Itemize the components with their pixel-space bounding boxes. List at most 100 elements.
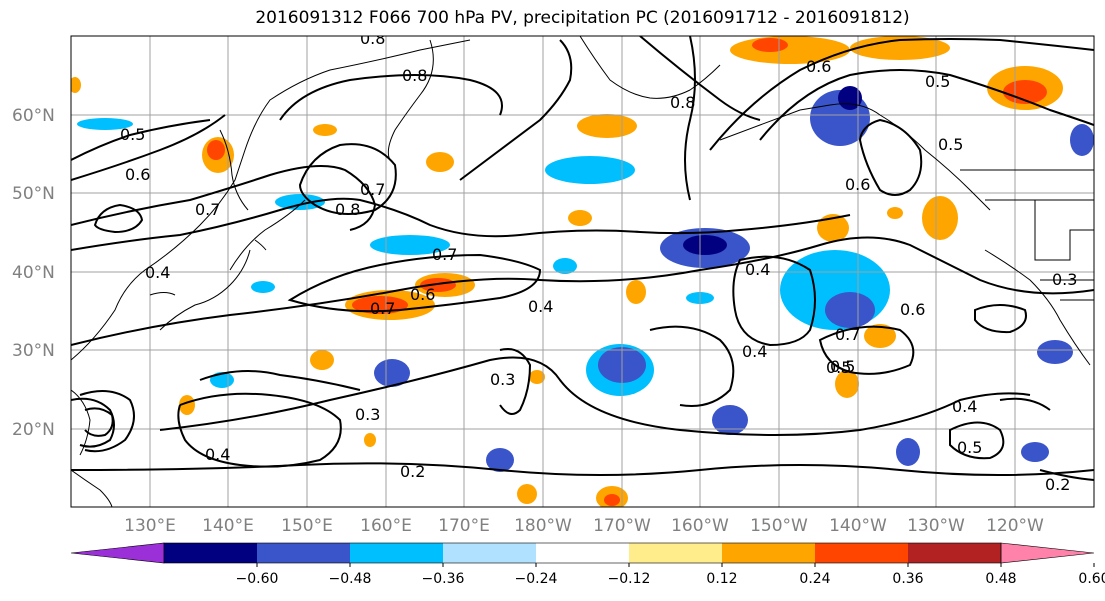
- precip-patch-positive: [517, 484, 537, 504]
- lon-label: 140°E: [202, 516, 254, 536]
- lon-label: 150°E: [281, 516, 333, 536]
- colorbar-tick-label: −0.60: [236, 571, 279, 587]
- lon-label: 120°W: [986, 516, 1044, 536]
- precip-patch-positive: [626, 280, 646, 304]
- contour-label: 0.3: [490, 370, 515, 389]
- lat-label: 20°N: [12, 420, 55, 440]
- colorbar-cell: [443, 543, 536, 563]
- contour-label: 0.7: [835, 325, 860, 344]
- precip-patch-negative: [825, 292, 875, 328]
- colorbar-cell: [164, 543, 257, 563]
- contour-label: 0.7: [360, 180, 385, 199]
- colorbar-cell: [722, 543, 815, 563]
- lat-label: 40°N: [12, 263, 55, 283]
- precip-patch-negative: [683, 235, 727, 255]
- precip-patch-positive: [864, 324, 896, 348]
- contour-label: 0.4: [528, 297, 553, 316]
- contour-label: 0.2: [400, 462, 425, 481]
- colorbar-cells: [70, 542, 1095, 564]
- precip-patch-positive: [420, 278, 456, 292]
- precip-patch-negative: [1037, 340, 1073, 364]
- lon-label: 130°E: [124, 516, 176, 536]
- lon-label: 180°W: [514, 516, 572, 536]
- lon-label: 140°W: [829, 516, 887, 536]
- precip-patch-negative: [1021, 442, 1049, 462]
- precip-patch-negative: [77, 118, 133, 130]
- precip-patch-positive: [604, 494, 620, 506]
- precip-patch-negative: [374, 359, 410, 387]
- contour-label: 0.6: [806, 57, 831, 76]
- lon-label: 160°W: [671, 516, 729, 536]
- lat-label: 60°N: [12, 106, 55, 126]
- precip-patch-negative: [251, 281, 275, 293]
- colorbar-cell: [815, 543, 908, 563]
- coastlines: [71, 36, 1094, 507]
- lon-label: 170°W: [593, 516, 651, 536]
- contour-label: 0.6: [900, 300, 925, 319]
- lat-label: 50°N: [12, 184, 55, 204]
- contour-label: 0.5: [830, 357, 855, 376]
- contour-label: 0.5: [120, 125, 145, 144]
- colorbar-tick-label: −0.24: [515, 571, 558, 587]
- precip-patch-positive: [179, 395, 195, 415]
- colorbar-tick-label: 0.36: [892, 571, 923, 587]
- precip-patch-positive: [850, 36, 950, 60]
- contour-label: 0.7: [195, 200, 220, 219]
- contour-label: 0.6: [845, 175, 870, 194]
- colorbar-tick-label: 0.48: [985, 571, 1016, 587]
- contour-label: 0.8: [670, 93, 695, 112]
- colorbar-cell: [629, 543, 722, 563]
- colorbar-tick-label: 0.12: [706, 571, 737, 587]
- colorbar-extend-low: [70, 542, 165, 564]
- contour-label: 0.4: [952, 397, 977, 416]
- colorbar-cell: [350, 543, 443, 563]
- contour-label: 0.8: [402, 66, 427, 85]
- precip-patch-positive: [817, 214, 849, 242]
- lon-label: 150°W: [750, 516, 808, 536]
- colorbar-tick-label: −0.36: [422, 571, 465, 587]
- precip-patch-negative: [553, 258, 577, 274]
- colorbar: −0.60 −0.48 −0.36 −0.24 −0.12 0.12 0.24 0.36 0.4…: [70, 542, 1105, 587]
- colorbar-cell: [257, 543, 350, 563]
- precip-patch-positive: [426, 152, 454, 172]
- precip-patch-positive: [364, 433, 376, 447]
- contour-label: 0.7: [432, 245, 457, 264]
- lon-label: 170°E: [438, 516, 490, 536]
- contour-labels: 0.8 0.8 0.7 0.5 0.6 0.7 0.8 0.7 0.4 0.7 …: [120, 36, 1077, 494]
- colorbar-tick-label: 0.24: [799, 571, 830, 587]
- precip-patch-positive: [568, 210, 592, 226]
- lon-label: 160°E: [360, 516, 412, 536]
- precip-patches: [71, 36, 1094, 507]
- colorbar-tick-label: 0.60: [1078, 571, 1105, 587]
- precip-patch-positive: [71, 77, 81, 93]
- precip-patch-positive: [752, 38, 788, 52]
- contour-label: 0.6: [125, 165, 150, 184]
- contour-label: 0.4: [742, 342, 767, 361]
- contour-label: 0.5: [925, 72, 950, 91]
- colorbar-extend-high: [1000, 542, 1095, 564]
- contour-label: 0.3: [1052, 270, 1077, 289]
- contour-label: 0.7: [370, 299, 395, 318]
- precip-patch-negative: [545, 156, 635, 184]
- colorbar-tick-label: −0.48: [329, 571, 372, 587]
- lat-label: 30°N: [12, 341, 55, 361]
- map-title: 2016091312 F066 700 hPa PV, precipitatio…: [255, 8, 910, 28]
- precip-patch-positive: [730, 36, 850, 64]
- contour-label: 0.4: [145, 263, 170, 282]
- precip-patch-positive: [835, 370, 859, 398]
- precip-patch-positive: [207, 140, 225, 160]
- precip-patch-positive: [313, 124, 337, 136]
- precip-patch-positive: [887, 207, 903, 219]
- contour-label: 0.4: [205, 445, 230, 464]
- precip-patch-negative: [486, 448, 514, 472]
- precip-patch-positive: [310, 350, 334, 370]
- colorbar-cell: [536, 543, 629, 563]
- precip-patch-positive: [577, 114, 637, 138]
- precip-patch-negative: [1070, 124, 1094, 156]
- colorbar-tick-label: −0.12: [608, 571, 651, 587]
- contour-label: 0.5: [938, 135, 963, 154]
- precip-patch-positive: [1003, 80, 1047, 104]
- precip-patch-negative: [712, 405, 748, 435]
- precip-patch-negative: [896, 438, 920, 466]
